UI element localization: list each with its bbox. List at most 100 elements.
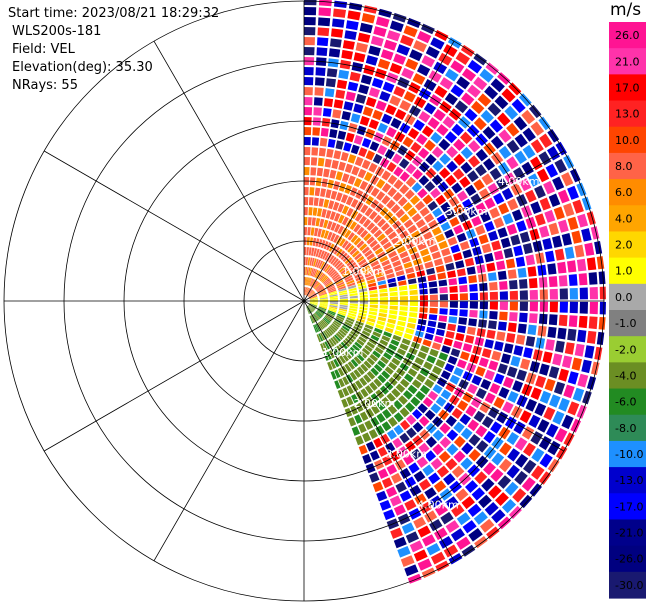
range-gate [313, 313, 319, 321]
range-gate [462, 198, 473, 210]
colorbar-tick-label: 10.0 [615, 134, 640, 147]
range-gate [304, 27, 316, 36]
range-gate [349, 247, 358, 256]
range-gate [383, 264, 392, 271]
range-gate [312, 280, 318, 288]
range-gate [329, 302, 338, 305]
range-gate [313, 97, 323, 106]
range-gate [346, 207, 354, 217]
range-gate [356, 338, 365, 346]
range-gate [339, 329, 347, 336]
range-gate [456, 190, 468, 202]
range-gate [445, 382, 456, 393]
range-gate [428, 219, 439, 230]
range-gate [571, 230, 582, 244]
range-gate [337, 225, 345, 235]
range-gate [309, 303, 317, 308]
range-gate [437, 272, 447, 280]
range-gate [393, 86, 406, 98]
range-gate [407, 224, 418, 234]
range-gate [520, 358, 531, 370]
range-gate [584, 242, 595, 256]
range-gate [445, 520, 460, 533]
range-gate [340, 327, 349, 334]
range-gate [363, 374, 372, 383]
range-gate [494, 341, 504, 352]
range-gate [363, 268, 372, 275]
range-gate [426, 237, 436, 247]
range-gate [322, 251, 328, 260]
range-gate [364, 385, 374, 395]
range-gate [484, 339, 494, 349]
range-gate [349, 303, 358, 307]
range-gate [443, 473, 456, 486]
range-gate [451, 407, 463, 419]
range-gate [344, 229, 352, 239]
range-gate [387, 174, 398, 185]
colorbar-tick-label: -17.0 [615, 500, 643, 513]
range-gate [547, 440, 561, 456]
range-gate [347, 232, 355, 241]
range-gate [506, 464, 520, 479]
range-gate [456, 76, 470, 90]
range-gate [337, 313, 346, 319]
range-gate [311, 247, 315, 256]
range-gate [435, 359, 446, 369]
range-gate [544, 209, 556, 223]
range-gate [365, 55, 378, 66]
range-gate [429, 244, 439, 253]
range-gate [385, 104, 397, 116]
range-gate [501, 187, 514, 201]
range-gate [461, 442, 474, 455]
range-gate [349, 295, 358, 299]
range-gate [309, 187, 315, 196]
range-gate [368, 45, 381, 57]
range-gate [362, 218, 372, 228]
range-gate [309, 278, 314, 287]
range-gate [424, 409, 436, 421]
range-gate [319, 301, 328, 304]
range-gate [318, 147, 326, 157]
range-gate [513, 116, 528, 131]
range-gate [369, 472, 380, 483]
range-gate [316, 167, 324, 177]
colorbar-segment [609, 74, 646, 102]
range-gate [373, 214, 382, 224]
range-gate [513, 345, 524, 356]
range-gate [315, 248, 320, 257]
range-gate [338, 69, 350, 80]
range-gate [440, 511, 454, 525]
range-gate [547, 326, 557, 338]
range-gate [340, 151, 349, 162]
range-gate [396, 348, 407, 356]
range-gate [304, 47, 315, 56]
range-gate [497, 363, 508, 375]
range-gate [588, 316, 598, 330]
range-gate [345, 277, 354, 283]
range-gate [450, 348, 461, 358]
range-gate [446, 429, 459, 441]
range-gate [393, 412, 404, 423]
range-gate [438, 240, 449, 250]
range-gate [489, 383, 501, 395]
range-gate [461, 68, 477, 82]
range-gate [487, 182, 500, 195]
range-gate [353, 223, 361, 233]
range-gate [483, 158, 496, 171]
range-gate [412, 409, 423, 420]
range-gate [404, 373, 414, 383]
range-gate [315, 312, 322, 319]
colorbar-tick-label: 26.0 [615, 29, 640, 42]
range-gate [408, 462, 420, 474]
colorbar-segment [609, 48, 646, 75]
range-gate [446, 443, 459, 456]
range-gate [574, 244, 585, 258]
range-gate [340, 301, 348, 303]
range-gate [325, 281, 333, 288]
range-gate [572, 199, 584, 214]
range-gate [356, 366, 365, 376]
range-gate [392, 437, 403, 449]
range-gate [468, 318, 477, 327]
range-gate [329, 129, 338, 139]
range-gate [358, 444, 368, 455]
